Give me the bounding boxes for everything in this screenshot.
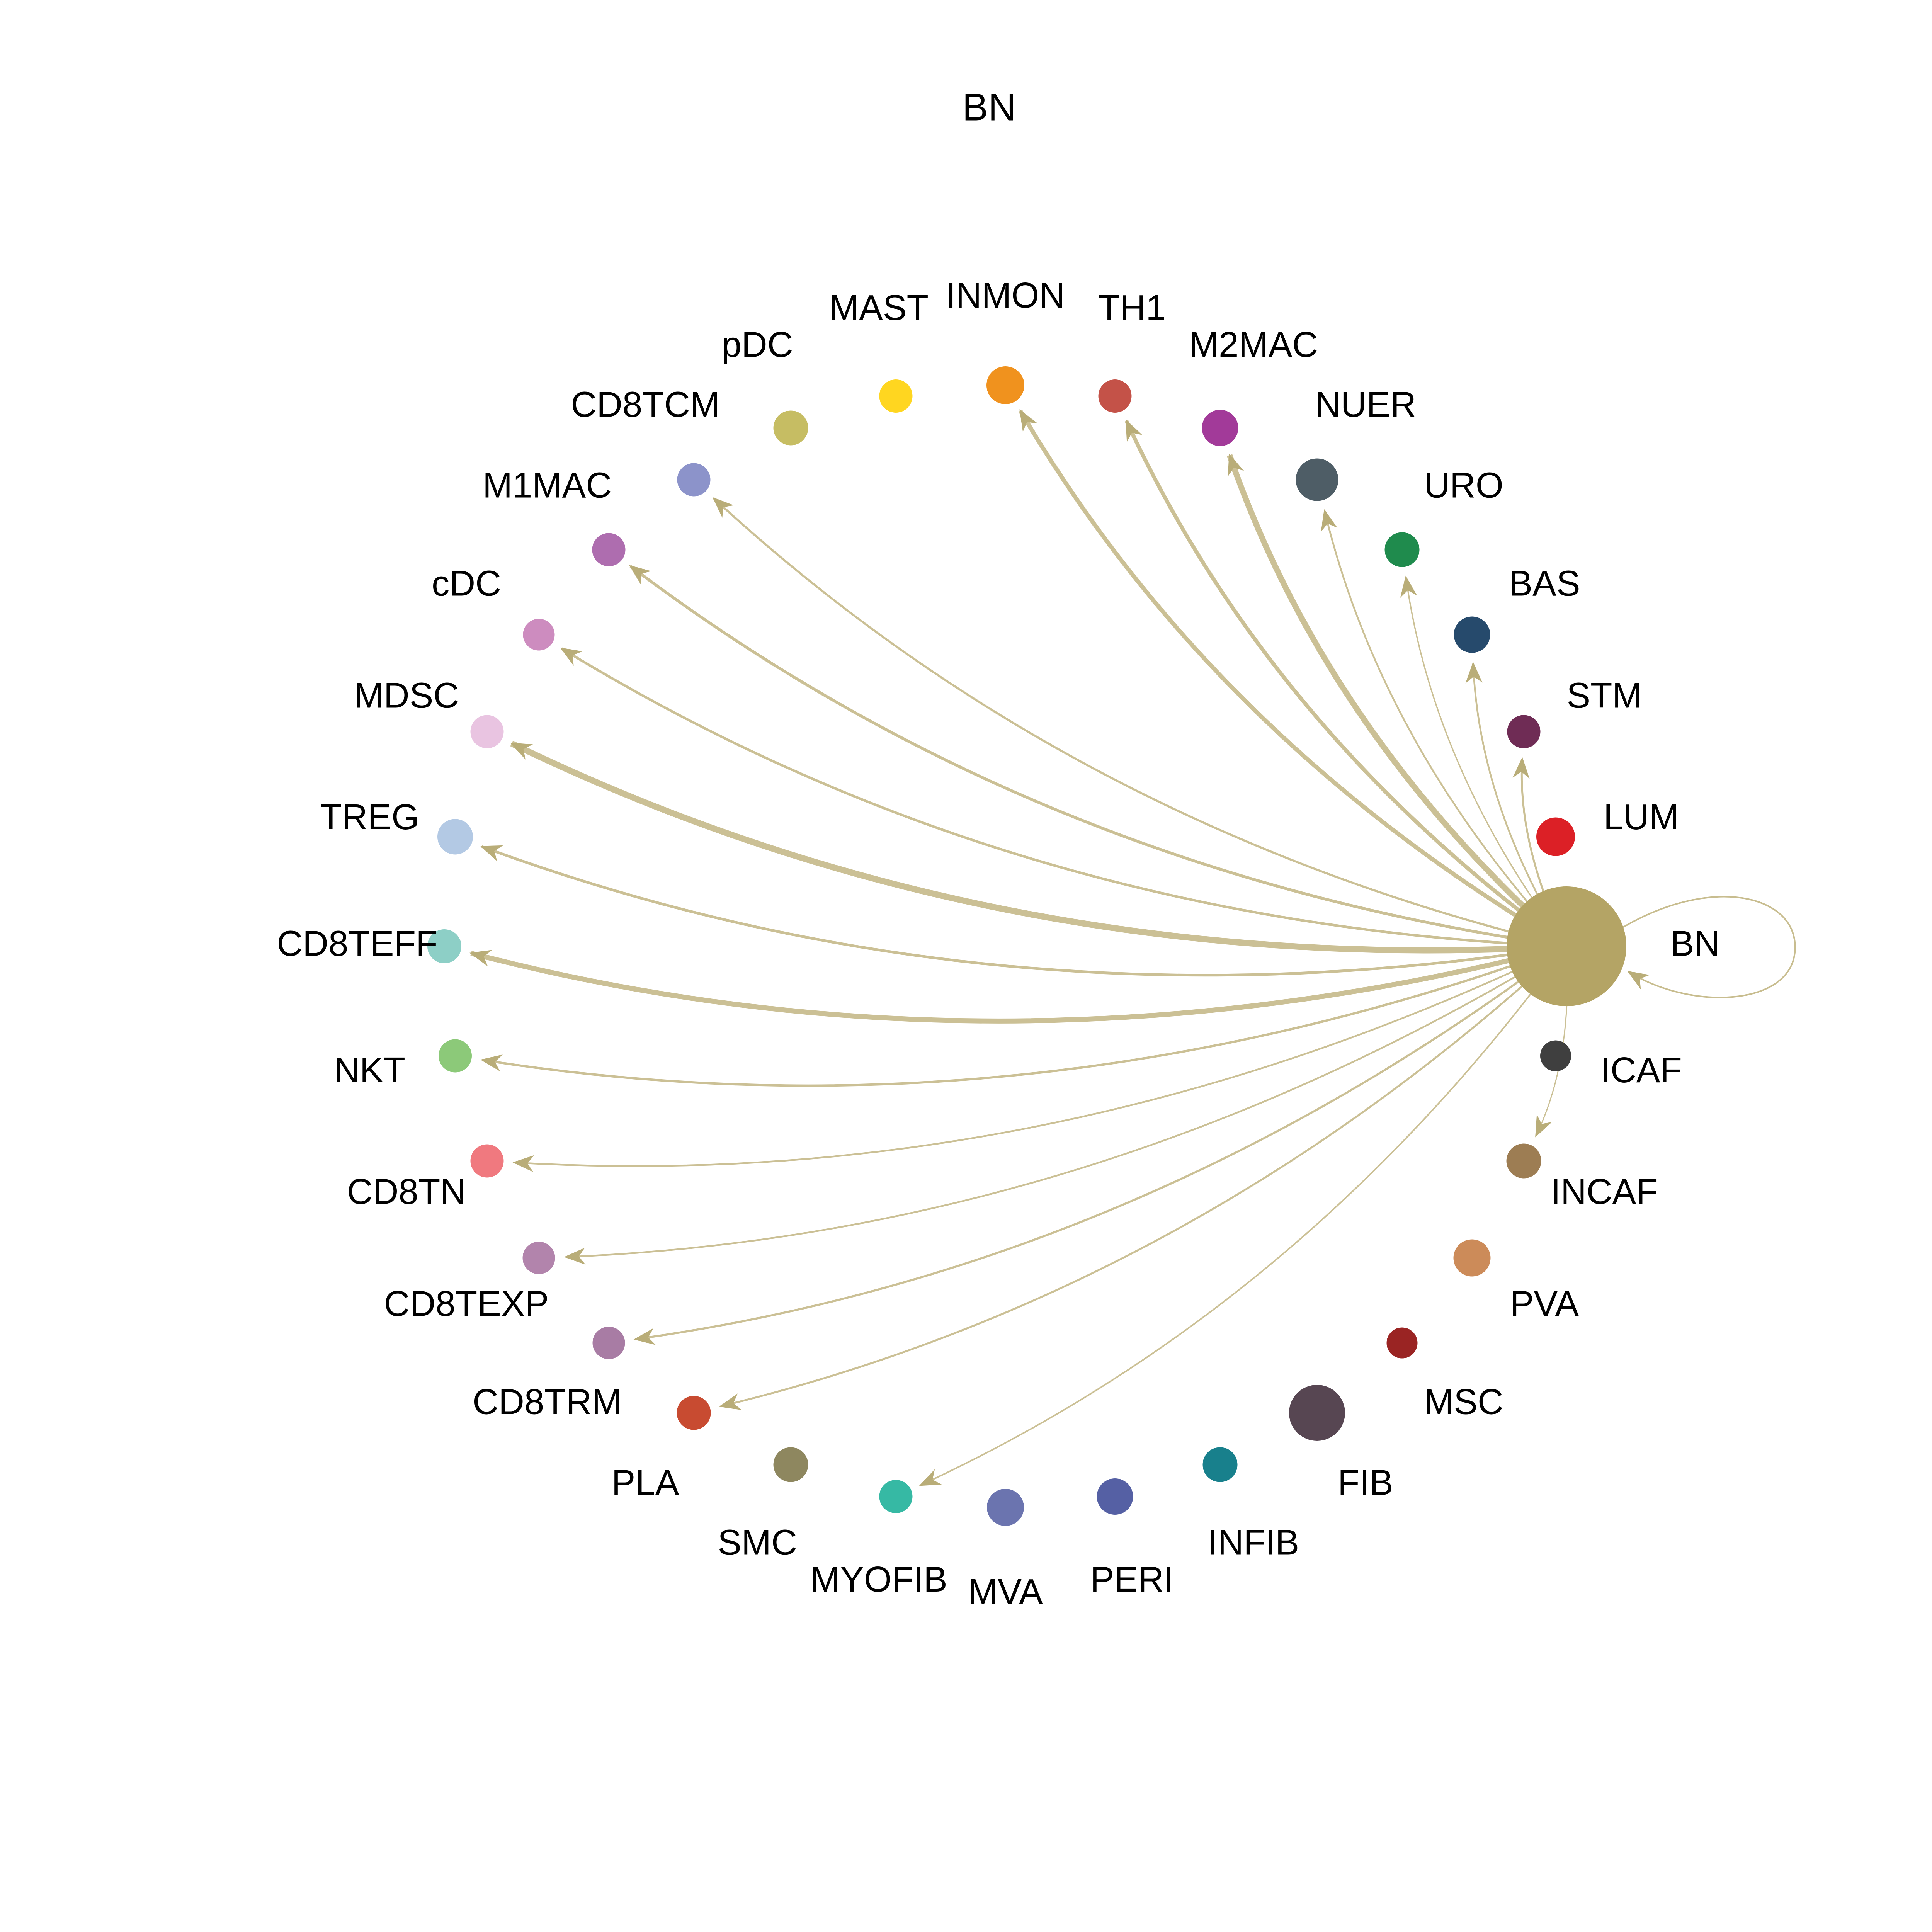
node-label-stm: STM	[1566, 675, 1642, 715]
edge-bn-cd8tcm	[712, 497, 1567, 947]
node-mdsc	[470, 715, 504, 748]
node-pla	[677, 1396, 711, 1430]
node-label-peri: PERI	[1090, 1559, 1174, 1599]
node-mva	[987, 1489, 1024, 1526]
edge-bn-pla	[719, 946, 1567, 1410]
node-label-cd8trm: CD8TRM	[473, 1381, 621, 1422]
node-label-cdc: cDC	[432, 563, 501, 603]
node-label-msc: MSC	[1424, 1381, 1503, 1422]
node-peri	[1097, 1478, 1133, 1515]
node-label-uro: URO	[1424, 465, 1503, 505]
node-treg	[437, 819, 473, 855]
node-label-mast: MAST	[829, 287, 929, 328]
node-label-pla: PLA	[612, 1462, 679, 1502]
node-label-incaf: INCAF	[1551, 1171, 1658, 1211]
node-label-mva: MVA	[968, 1571, 1043, 1612]
node-label-lum: LUM	[1604, 797, 1679, 837]
edge-bn-self-loop	[1622, 896, 1796, 998]
edge-bn-m2mac	[1226, 453, 1568, 949]
node-label-treg: TREG	[320, 797, 419, 837]
node-nkt	[439, 1039, 472, 1073]
node-infib	[1202, 1447, 1238, 1482]
node-fib	[1289, 1385, 1345, 1441]
edge-bn-cdc	[560, 647, 1567, 948]
edge-bn-mdsc	[510, 740, 1567, 954]
node-bas	[1454, 616, 1490, 653]
edge-bn-cd8tn	[512, 945, 1567, 1172]
node-label-bas: BAS	[1509, 563, 1580, 603]
node-cd8teff	[427, 929, 461, 963]
node-m2mac	[1202, 410, 1238, 446]
edge-bn-cd8teff	[469, 944, 1567, 1024]
node-label-nkt: NKT	[334, 1050, 405, 1090]
node-label-icaf: ICAF	[1600, 1050, 1682, 1090]
edge-bn-cd8trm	[633, 945, 1567, 1345]
edge-bn-uro	[1400, 575, 1567, 947]
edge-bn-myofib	[919, 946, 1567, 1486]
node-incaf	[1506, 1143, 1541, 1179]
node-label-cd8texp: CD8TEXP	[384, 1283, 549, 1323]
node-cd8texp	[522, 1242, 555, 1274]
node-smc	[773, 1447, 808, 1482]
node-lum	[1536, 817, 1575, 856]
node-cdc	[523, 619, 555, 651]
node-myofib	[879, 1480, 913, 1513]
node-label-m2mac: M2MAC	[1189, 324, 1318, 364]
node-label-cd8tn: CD8TN	[347, 1171, 466, 1211]
node-cd8tn	[470, 1144, 504, 1178]
node-label-cd8tcm: CD8TCM	[571, 384, 719, 424]
node-label-th1: TH1	[1098, 287, 1166, 328]
node-label-bn: BN	[1670, 923, 1720, 963]
node-label-myofib: MYOFIB	[810, 1559, 947, 1599]
node-label-nuer: NUER	[1315, 384, 1416, 424]
node-layer	[427, 366, 1626, 1526]
node-uro	[1384, 532, 1420, 567]
node-th1	[1098, 379, 1132, 413]
node-nuer	[1296, 458, 1338, 501]
node-icaf	[1540, 1040, 1571, 1071]
node-pdc	[773, 410, 808, 446]
node-inmon	[986, 366, 1024, 404]
node-label-pva: PVA	[1510, 1283, 1579, 1323]
edge-bn-th1	[1124, 419, 1568, 948]
node-label-fib: FIB	[1338, 1462, 1393, 1502]
label-layer: BNLUMSTMBASURONUERM2MACTH1INMONMASTpDCCD…	[277, 275, 1720, 1612]
node-pva	[1453, 1239, 1491, 1277]
node-label-mdsc: MDSC	[354, 675, 459, 715]
node-label-pdc: pDC	[721, 324, 793, 364]
edge-bn-nuer	[1321, 509, 1567, 947]
chart-title: BN	[963, 85, 1016, 129]
node-cd8trm	[592, 1327, 625, 1359]
node-cd8tcm	[677, 463, 711, 497]
node-stm	[1507, 715, 1541, 748]
node-label-inmon: INMON	[946, 275, 1065, 315]
node-mast	[879, 379, 913, 413]
node-m1mac	[592, 533, 626, 566]
edge-bn-inmon	[1018, 409, 1568, 948]
node-msc	[1386, 1327, 1418, 1359]
edge-bn-m1mac	[629, 565, 1567, 948]
node-label-smc: SMC	[718, 1522, 797, 1562]
edge-bn-treg	[480, 845, 1567, 977]
node-label-m1mac: M1MAC	[483, 465, 612, 505]
edge-layer	[469, 409, 1796, 1486]
node-label-cd8teff: CD8TEFF	[277, 923, 437, 963]
edge-bn-cd8texp	[564, 946, 1567, 1265]
edge-bn-nkt	[480, 945, 1567, 1087]
node-label-infib: INFIB	[1208, 1522, 1299, 1562]
node-bn	[1507, 886, 1626, 1006]
